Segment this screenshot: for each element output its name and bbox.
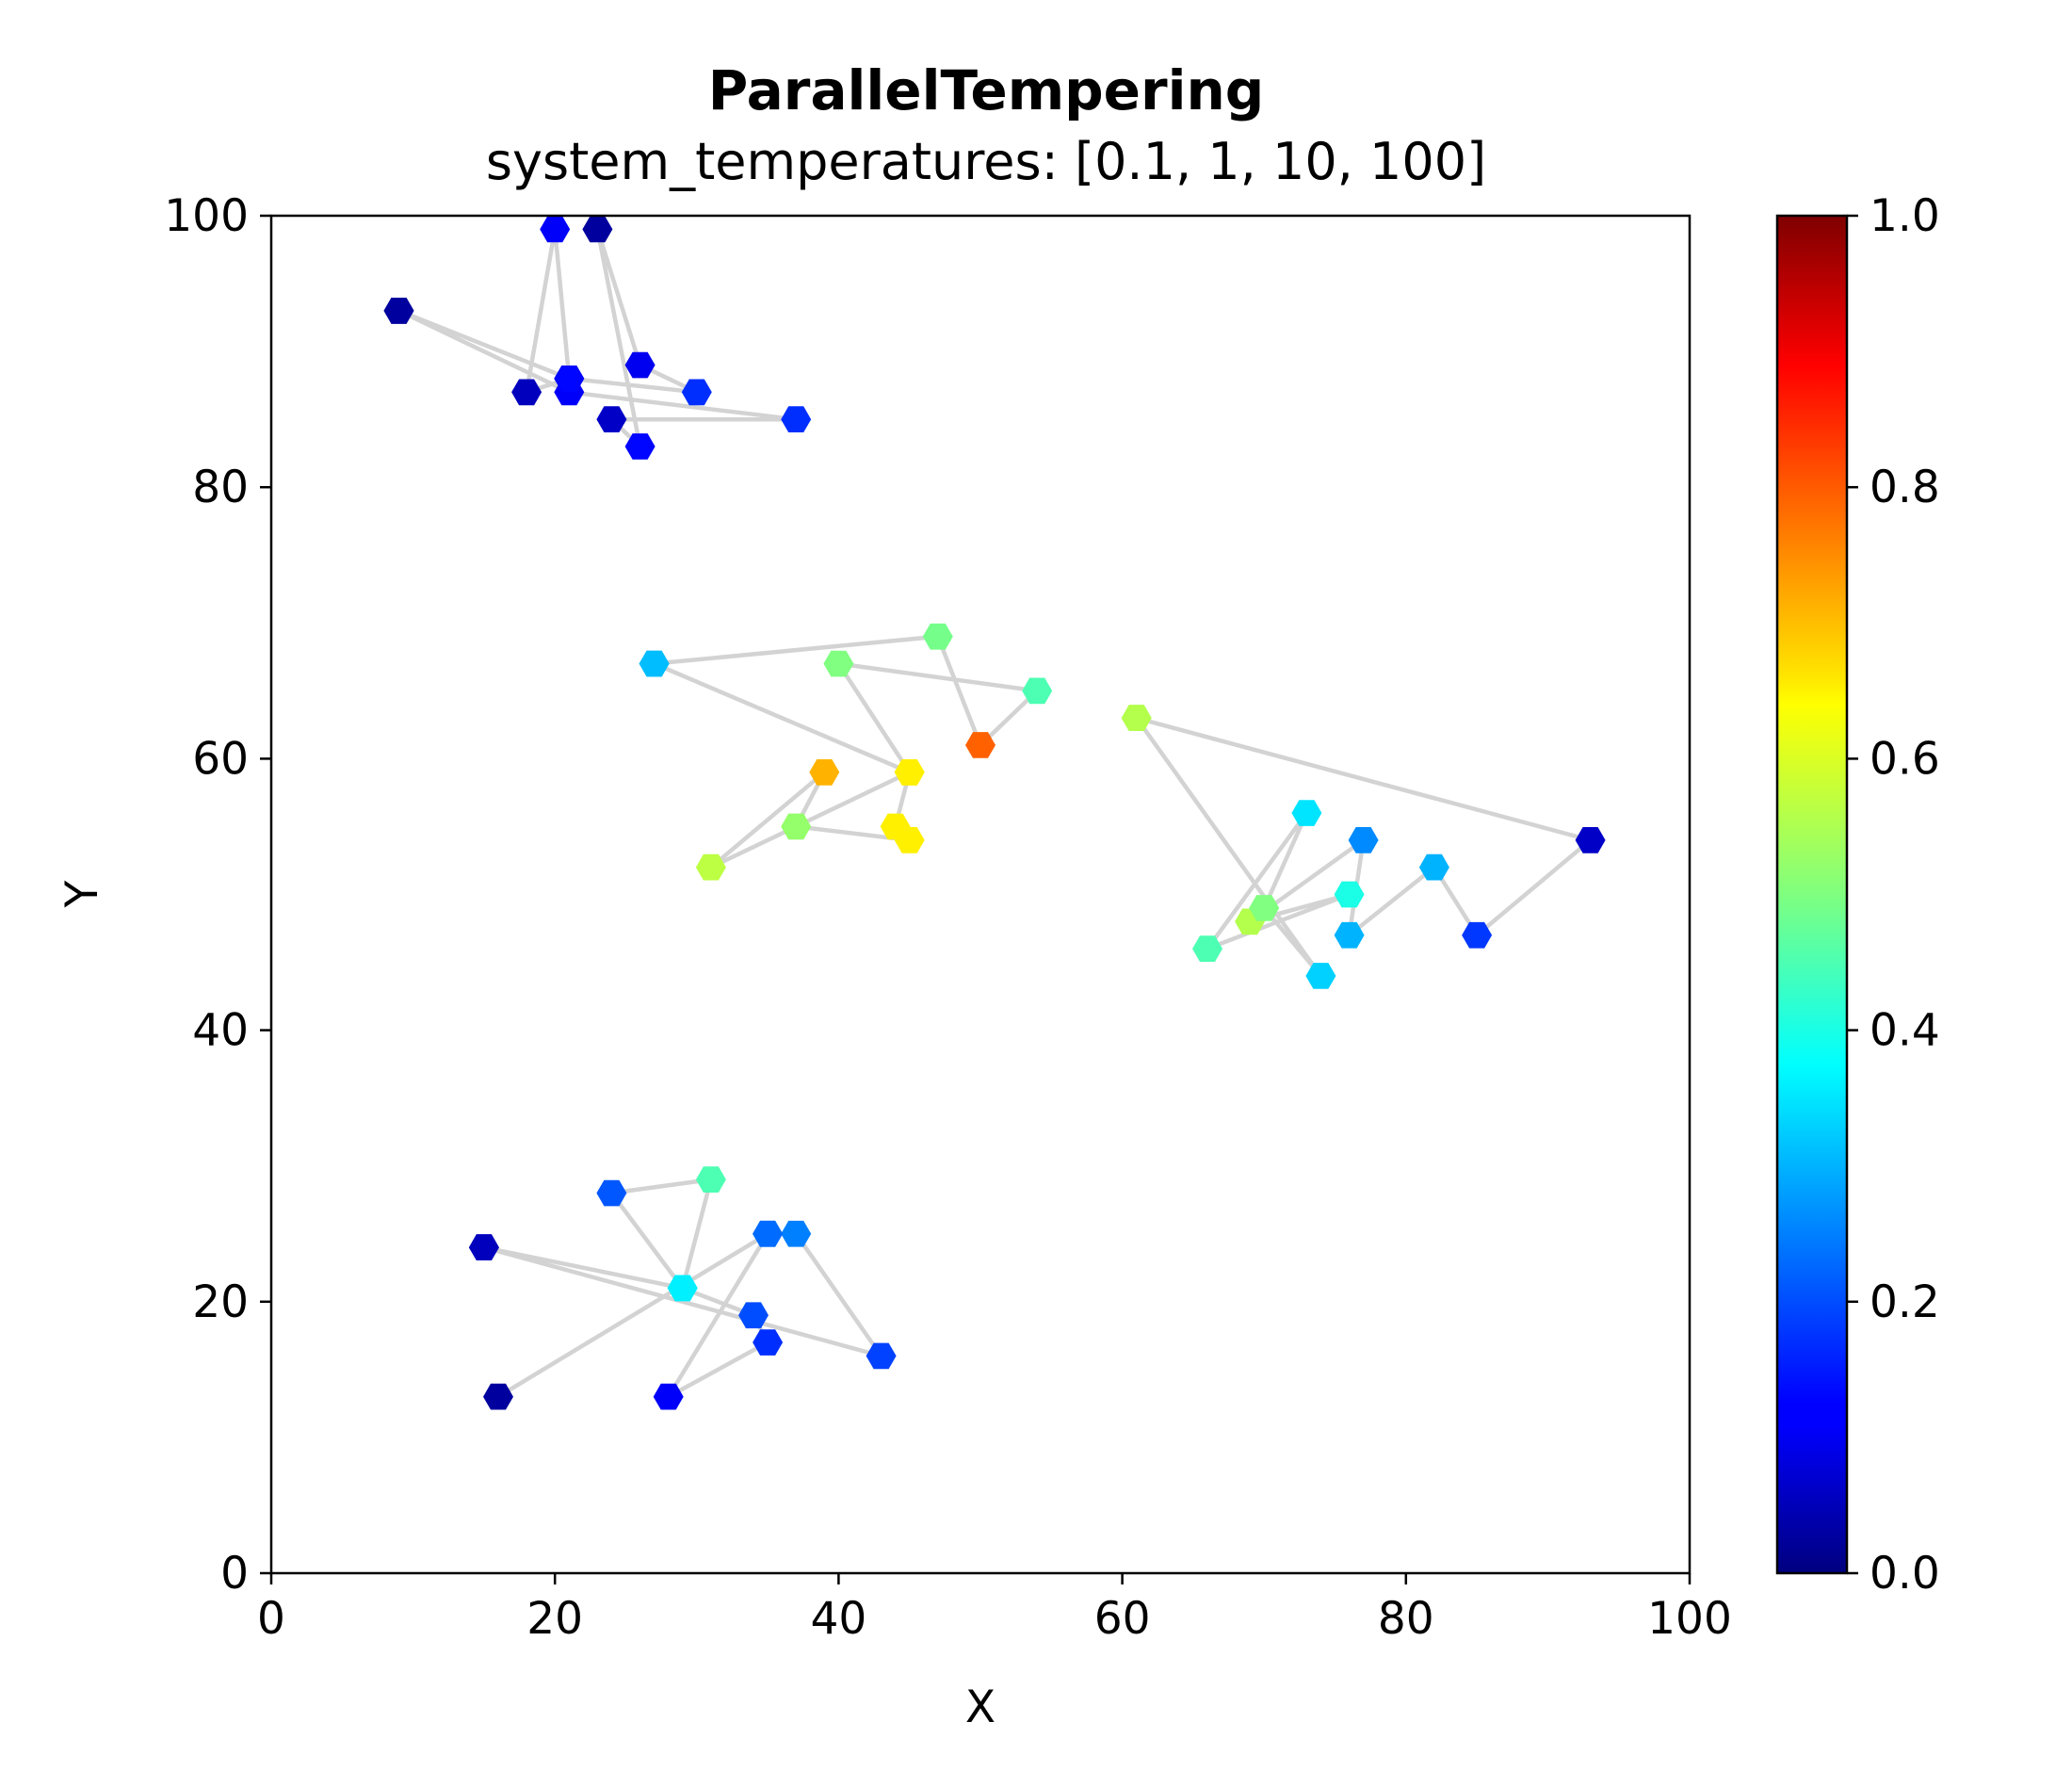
colorbar: 0.0 0.2 0.4 0.6 0.8 1.0 bbox=[1775, 190, 1940, 1600]
data-point bbox=[1249, 895, 1280, 921]
data-point bbox=[582, 216, 613, 243]
colorbar-tick-label: 0.6 bbox=[1870, 733, 1940, 785]
y-tick-label: 80 bbox=[192, 462, 249, 513]
data-point bbox=[823, 650, 854, 677]
data-point bbox=[596, 406, 627, 432]
colorbar-tick-label: 1.0 bbox=[1870, 190, 1940, 242]
y-axis: 0 20 40 60 80 100 bbox=[164, 190, 271, 1600]
data-point bbox=[781, 1220, 812, 1247]
x-tick-label: 60 bbox=[1094, 1593, 1151, 1645]
y-axis-label: Y bbox=[57, 880, 108, 908]
data-point bbox=[753, 1329, 784, 1356]
colorbar-tick-label: 0.4 bbox=[1870, 1005, 1940, 1057]
data-point bbox=[596, 1179, 627, 1207]
colorbar-ticks: 0.0 0.2 0.4 0.6 0.8 1.0 bbox=[1847, 190, 1940, 1600]
data-point bbox=[695, 853, 726, 881]
data-point bbox=[781, 406, 812, 432]
data-point bbox=[468, 1234, 499, 1260]
data-point bbox=[653, 1383, 684, 1410]
x-tick-label: 40 bbox=[810, 1593, 866, 1645]
data-point bbox=[1305, 963, 1336, 989]
data-point bbox=[511, 379, 542, 406]
chart-title: ParallelTempering bbox=[708, 58, 1265, 122]
data-point bbox=[1334, 921, 1365, 949]
data-point bbox=[809, 759, 840, 786]
plot-area bbox=[269, 214, 1692, 1575]
data-point bbox=[624, 433, 656, 460]
data-point bbox=[1462, 921, 1493, 949]
data-point bbox=[681, 379, 712, 406]
data-point bbox=[540, 216, 571, 243]
plot-frame bbox=[269, 214, 1692, 1575]
data-point bbox=[866, 1342, 897, 1370]
y-tick-label: 0 bbox=[220, 1548, 249, 1600]
x-axis: 0 20 40 60 80 100 bbox=[257, 1573, 1732, 1645]
data-point bbox=[554, 366, 585, 392]
x-tick-label: 80 bbox=[1378, 1593, 1434, 1645]
x-axis-label: X bbox=[965, 1682, 996, 1733]
path-line-1 bbox=[397, 228, 797, 453]
data-point bbox=[667, 1275, 698, 1302]
markers bbox=[383, 216, 1606, 1410]
x-tick-label: 100 bbox=[1647, 1593, 1732, 1645]
y-tick-label: 60 bbox=[192, 733, 249, 785]
data-point bbox=[894, 759, 925, 786]
data-point bbox=[894, 827, 925, 853]
colorbar-tick-label: 0.0 bbox=[1870, 1548, 1940, 1600]
chart-subtitle: system_temperatures: [0.1, 1, 10, 100] bbox=[486, 132, 1486, 191]
data-point bbox=[695, 1166, 726, 1193]
y-tick-label: 100 bbox=[164, 190, 249, 242]
data-point bbox=[738, 1302, 769, 1329]
data-point bbox=[1291, 800, 1322, 826]
data-point bbox=[1192, 935, 1222, 962]
y-tick-label: 40 bbox=[192, 1005, 249, 1057]
data-point bbox=[1334, 881, 1365, 908]
y-tick-label: 20 bbox=[192, 1276, 249, 1328]
data-point bbox=[483, 1383, 513, 1410]
colorbar-tick-label: 0.2 bbox=[1870, 1276, 1940, 1328]
data-point bbox=[1022, 677, 1053, 705]
data-point bbox=[1575, 827, 1606, 853]
data-point bbox=[1418, 853, 1449, 881]
x-tick-label: 0 bbox=[257, 1593, 285, 1645]
data-point bbox=[781, 813, 812, 840]
colorbar-gradient bbox=[1775, 214, 1849, 1575]
colorbar-tick-label: 0.8 bbox=[1870, 462, 1940, 513]
x-tick-label: 20 bbox=[526, 1593, 583, 1645]
data-point bbox=[624, 351, 656, 379]
data-point bbox=[639, 650, 670, 677]
data-point bbox=[1348, 827, 1379, 853]
data-point bbox=[753, 1220, 784, 1247]
data-point bbox=[922, 623, 953, 650]
path-lines bbox=[397, 228, 1595, 1403]
data-point bbox=[965, 732, 996, 758]
data-point bbox=[1121, 705, 1152, 731]
data-point bbox=[383, 298, 414, 324]
